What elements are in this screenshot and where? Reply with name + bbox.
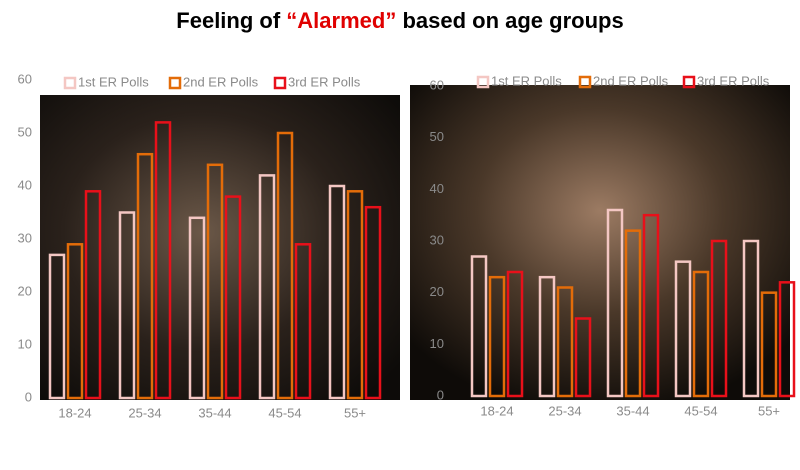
bar — [470, 255, 488, 398]
legend-swatch — [63, 76, 77, 90]
y-tick-label: 0 — [437, 387, 444, 402]
bar — [538, 275, 556, 398]
legend-label: 1st ER Polls — [78, 74, 149, 89]
x-tick-label: 45-54 — [684, 403, 717, 418]
title-text: based on age groups — [396, 8, 623, 33]
bar — [258, 174, 276, 400]
x-tick-label: 35-44 — [198, 405, 231, 420]
x-tick-label: 45-54 — [268, 405, 301, 420]
legend-label: 3rd ER Polls — [288, 74, 361, 89]
bar — [606, 208, 624, 398]
y-tick-label: 10 — [430, 336, 444, 351]
y-tick-label: 30 — [18, 230, 32, 245]
x-tick-label: 55+ — [758, 403, 780, 418]
x-tick-label: 55+ — [344, 405, 366, 420]
title-highlight: “Alarmed” — [286, 8, 396, 33]
legend-swatch — [476, 75, 490, 89]
y-tick-label: 60 — [430, 77, 444, 92]
bar — [364, 205, 382, 400]
x-tick-label: 25-34 — [128, 405, 161, 420]
legend-swatch — [273, 76, 287, 90]
bar — [294, 243, 312, 400]
bar — [48, 253, 66, 400]
bar — [84, 190, 102, 400]
y-tick-label: 0 — [25, 389, 32, 404]
legend-swatch — [168, 76, 182, 90]
x-tick-label: 35-44 — [616, 403, 649, 418]
bar — [118, 211, 136, 400]
y-tick-label: 20 — [430, 284, 444, 299]
bar — [488, 275, 506, 398]
y-tick-label: 50 — [430, 129, 444, 144]
bar — [674, 260, 692, 398]
bar — [136, 152, 154, 400]
y-tick-label: 50 — [18, 124, 32, 139]
bar — [574, 317, 592, 398]
legend-label: 3rd ER Polls — [697, 73, 770, 88]
x-tick-label: 25-34 — [548, 403, 581, 418]
y-tick-label: 10 — [18, 336, 32, 351]
bar — [276, 131, 294, 400]
legend-label: 1st ER Polls — [491, 73, 562, 88]
bar — [66, 243, 84, 400]
bar — [742, 239, 760, 398]
page-title: Feeling of “Alarmed” based on age groups — [176, 8, 623, 33]
bar — [556, 286, 574, 398]
x-tick-label: 18-24 — [58, 405, 91, 420]
photo-background — [40, 95, 400, 400]
legend-swatch — [578, 75, 592, 89]
bar — [642, 213, 660, 398]
bar — [778, 281, 796, 398]
bar — [188, 216, 206, 400]
title-text: Feeling of — [176, 8, 286, 33]
photo-background — [410, 85, 790, 400]
bar — [506, 270, 524, 398]
legend-label: 2nd ER Polls — [593, 73, 669, 88]
bar — [624, 229, 642, 398]
bar — [154, 121, 172, 400]
x-tick-label: 18-24 — [480, 403, 513, 418]
y-tick-label: 40 — [18, 177, 32, 192]
bar — [346, 190, 364, 400]
bar — [328, 184, 346, 400]
legend-swatch — [682, 75, 696, 89]
y-tick-label: 60 — [18, 71, 32, 86]
y-tick-label: 30 — [430, 232, 444, 247]
bar — [692, 270, 710, 398]
bar — [710, 239, 728, 398]
bar — [224, 195, 242, 400]
legend-label: 2nd ER Polls — [183, 74, 259, 89]
y-tick-label: 20 — [18, 283, 32, 298]
bar — [206, 163, 224, 400]
bar — [760, 291, 778, 398]
y-tick-label: 40 — [430, 181, 444, 196]
